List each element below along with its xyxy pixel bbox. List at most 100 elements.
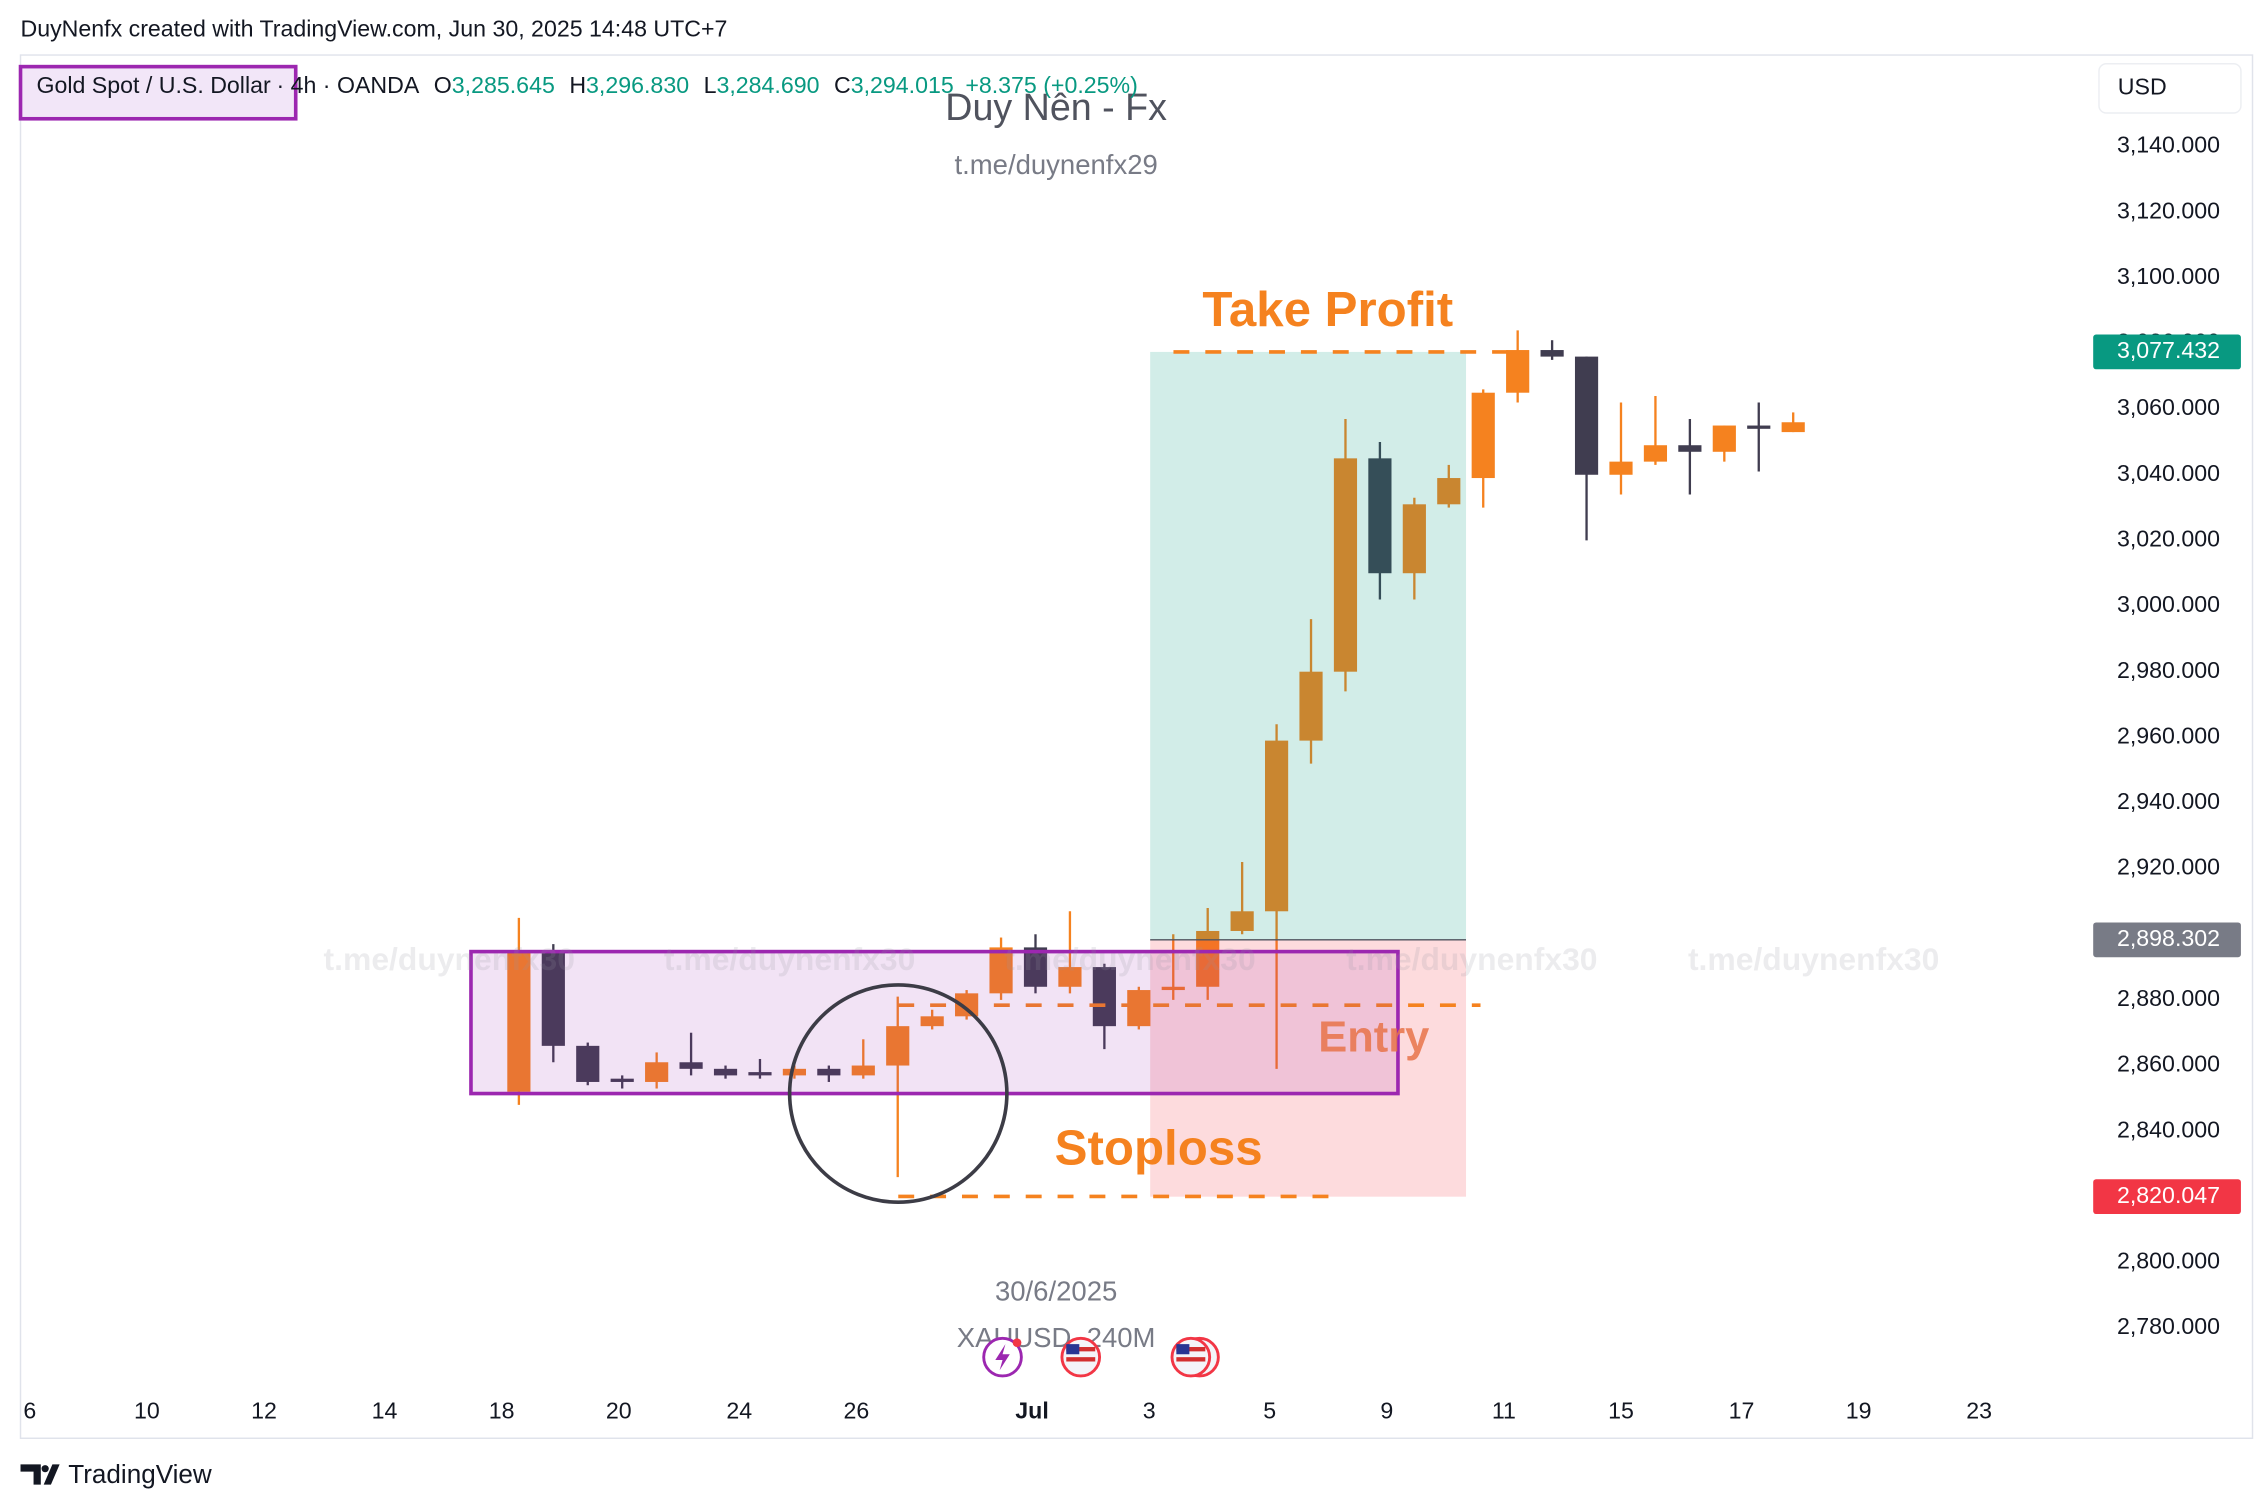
price-label: 2,820.047 [2117, 1182, 2220, 1208]
x-tick-label: 17 [1729, 1397, 1755, 1423]
profit-zone [1150, 351, 1467, 940]
footer-brand: TradingView [68, 1459, 212, 1489]
flag-stripe [1176, 1357, 1206, 1362]
symbol-box[interactable] [18, 64, 298, 121]
candle-body [679, 1062, 703, 1069]
change: +8.375 (+0.25%) [965, 72, 1138, 98]
candle-body [920, 1016, 944, 1027]
y-tick-label: 3,000.000 [2117, 591, 2220, 617]
currency: USD [2118, 73, 2167, 99]
y-tick-label: 2,860.000 [2117, 1051, 2220, 1077]
candle-body [1540, 350, 1564, 357]
x-tick-label: 9 [1380, 1397, 1393, 1423]
watermark-subtitle: t.me/duynenfx29 [954, 149, 1157, 180]
x-tick-label: 18 [489, 1397, 515, 1423]
candle-body [1299, 671, 1323, 741]
flag-stripe [1066, 1357, 1096, 1362]
candle-body [1437, 478, 1461, 505]
candle-body [1058, 967, 1082, 987]
candle-body [610, 1078, 634, 1082]
legend: Gold Spot / U.S. Dollar · 4h · OANDA O3,28… [36, 72, 1137, 98]
candle-body [1368, 458, 1392, 574]
annotations: Take Profit Entry Stoploss [469, 282, 1514, 1204]
candle-body [541, 950, 565, 1046]
axes: 2,780.0002,800.0002,820.0002,840.0002,86… [23, 132, 2241, 1423]
tv-logo-dot [41, 1465, 49, 1473]
take-profit-label: Take Profit [1202, 282, 1453, 337]
candle-body [851, 1065, 875, 1076]
loss-zone [1150, 939, 1467, 1197]
x-tick-label: 23 [1966, 1397, 1992, 1423]
flag-stripe [1176, 1347, 1206, 1352]
details: · 4h · OANDA [276, 72, 419, 98]
x-tick-label: 5 [1263, 1397, 1276, 1423]
x-tick-label: 6 [23, 1397, 36, 1423]
candle-body [507, 950, 531, 1092]
watermark-repeat: t.me/duynenfx30 [1688, 941, 1939, 977]
header: DuyNenfx created with TradingView.com, J… [21, 16, 728, 42]
candle-body [1643, 445, 1668, 462]
watermark-title: Duy Nên - Fx [945, 86, 1167, 128]
y-tick-label: 2,800.000 [2117, 1248, 2220, 1274]
candle-body [1747, 425, 1771, 429]
watermark-date: 30/6/2025 [995, 1276, 1117, 1307]
lightning [995, 1344, 1010, 1371]
candle-body [1781, 422, 1805, 433]
x-tick-label: 12 [251, 1397, 277, 1423]
candle-body [817, 1068, 841, 1076]
x-tick-label: 24 [726, 1397, 752, 1423]
x-tick-label: 11 [1492, 1397, 1516, 1423]
candle-body [1678, 445, 1702, 452]
y-tick-label: 2,780.000 [2117, 1313, 2220, 1339]
entry-label: Entry [1318, 1013, 1429, 1061]
c-key: C [834, 72, 851, 98]
x-tick-label: Jul [1015, 1397, 1048, 1423]
event-icons [982, 1336, 1220, 1378]
price-label-box [2093, 922, 2241, 958]
candle-body [782, 1068, 806, 1076]
x-tick-label: 3 [1143, 1397, 1156, 1423]
o-key: O [434, 72, 452, 98]
footer: TradingView [20, 1459, 212, 1489]
y-tick-label: 2,880.000 [2117, 985, 2220, 1011]
watermark-repeat: t.me/duynenfx30 [324, 941, 575, 977]
candle-body [748, 1072, 772, 1076]
candle-body [1402, 504, 1426, 574]
price-label-box [2093, 1179, 2241, 1215]
event-dot [1012, 1338, 1022, 1348]
l-value: 3,284.690 [716, 72, 819, 98]
watermark-repeat: t.me/duynenfx30 [664, 941, 915, 977]
candle-body [576, 1045, 600, 1082]
candle-body [1574, 356, 1599, 475]
candle-body [1609, 461, 1633, 475]
stoploss-label: Stoploss [1055, 1120, 1263, 1175]
watermark: Duy Nên - Fx t.me/duynenfx29 30/6/2025 X… [324, 86, 1940, 1353]
y-tick-label: 3,060.000 [2117, 394, 2220, 420]
x-tick-label: 14 [372, 1397, 398, 1423]
candle-body [1264, 740, 1289, 912]
symbol: Gold Spot / U.S. Dollar [36, 72, 271, 98]
tv-logo [20, 1464, 60, 1485]
c-value: 3,294.015 [851, 72, 954, 98]
candle-body [1506, 350, 1530, 393]
highlight-circle [787, 983, 1009, 1204]
o-value: 3,285.645 [452, 72, 555, 98]
l-key: L [704, 72, 717, 98]
currency-box[interactable] [2098, 63, 2242, 114]
flag-canton [1066, 1344, 1080, 1355]
candle-body [1023, 947, 1048, 987]
y-tick-label: 2,960.000 [2117, 722, 2220, 748]
chart-frame [19, 54, 2254, 1439]
candle-body [713, 1068, 738, 1076]
x-tick-label: 15 [1608, 1397, 1634, 1423]
y-tick-label: 3,140.000 [2117, 132, 2220, 158]
y-tick-label: 3,040.000 [2117, 460, 2220, 486]
candle-body [1127, 990, 1151, 1027]
price-label: 3,077.432 [2117, 337, 2220, 363]
x-tick-label: 20 [606, 1397, 632, 1423]
candle-body [1196, 930, 1220, 987]
y-tick-label: 2,980.000 [2117, 657, 2220, 683]
x-tick-label: 19 [1846, 1397, 1872, 1423]
candle-body [1712, 425, 1736, 452]
